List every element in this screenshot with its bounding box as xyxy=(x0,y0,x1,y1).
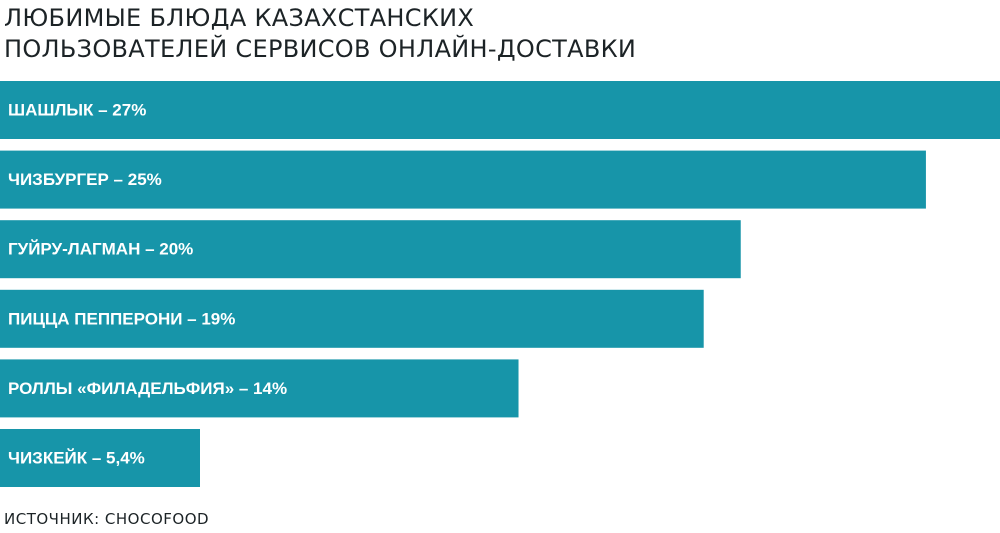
bar-label: ПИЦЦА ПЕППЕРОНИ – 19% xyxy=(8,309,235,328)
bar xyxy=(0,289,704,348)
bar xyxy=(0,220,741,279)
chart-title: ПОЛЬЗОВАТЕЛЕЙ СЕРВИСОВ ОНЛАЙН-ДОСТАВКИ xyxy=(4,34,636,63)
chart-title: ЛЮБИМЫЕ БЛЮДА КАЗАХСТАНСКИХ xyxy=(4,4,474,32)
bar-label: РОЛЛЫ «ФИЛАДЕЛЬФИЯ» – 14% xyxy=(8,379,287,398)
bar-label: ЧИЗКЕЙК – 5,4% xyxy=(8,448,145,467)
bar xyxy=(0,359,519,418)
bar xyxy=(0,429,200,487)
bar-label: ГУЙРУ-ЛАГМАН – 20% xyxy=(8,240,193,259)
bar xyxy=(0,150,926,209)
bar-label: ЧИЗБУРГЕР – 25% xyxy=(8,170,162,189)
bar xyxy=(0,81,1000,139)
source: ИСТОЧНИК: CHOCOFOOD xyxy=(4,510,209,528)
bar-label: ШАШЛЫК – 27% xyxy=(8,100,146,119)
